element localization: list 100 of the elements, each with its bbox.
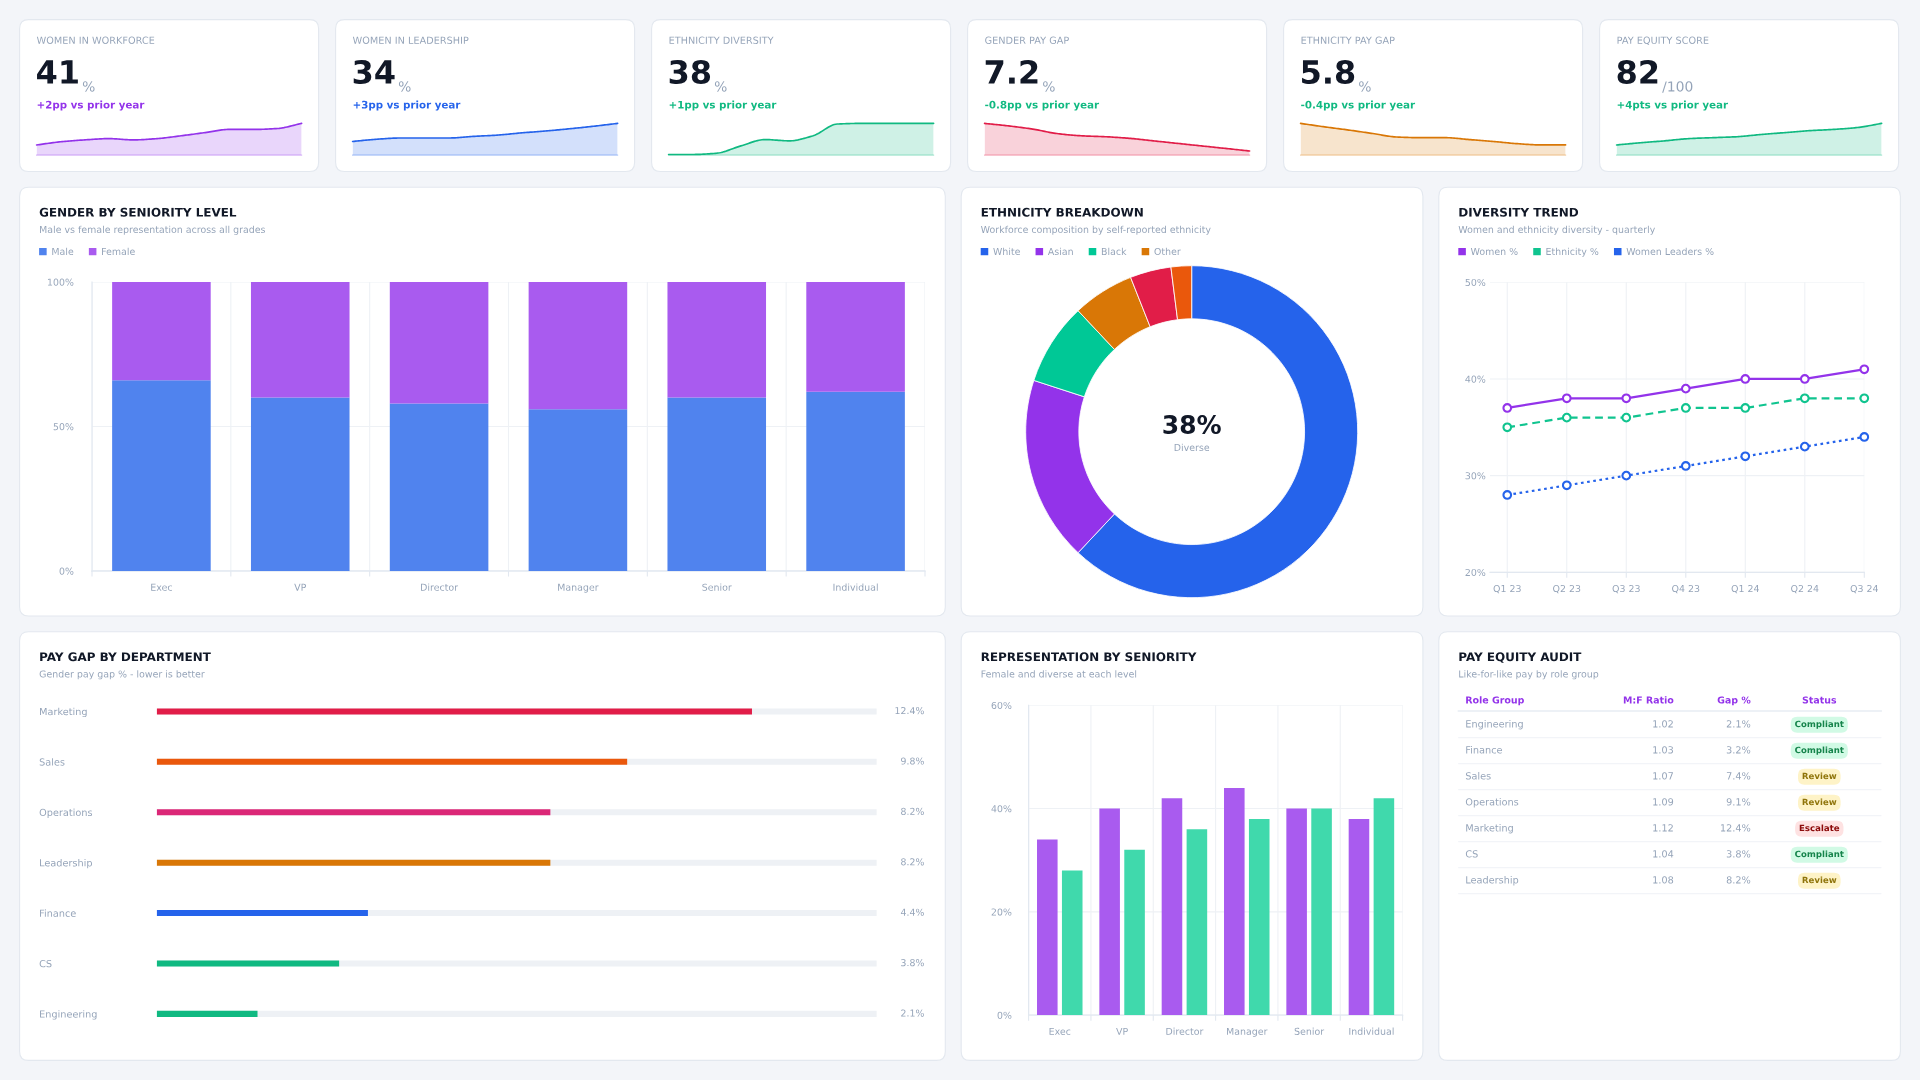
chart-subtitle: Male vs female representation across all grades xyxy=(40,225,266,235)
bar xyxy=(806,391,905,571)
y-tick-label: Operations xyxy=(39,808,93,818)
x-tick-label: Q2 23 xyxy=(1553,584,1581,594)
data-label: 12.4% xyxy=(895,707,924,715)
bar xyxy=(112,282,211,381)
y-tick-label: Engineering xyxy=(40,1010,97,1020)
text: -0.4pp vs prior year xyxy=(1301,100,1416,111)
chart-title: GENDER PAY GAP xyxy=(985,36,1069,44)
text: +1pp vs prior year xyxy=(669,100,777,111)
text: Escalate xyxy=(1799,824,1840,832)
text: 1.04 xyxy=(1653,850,1674,858)
text: 7.2 xyxy=(985,59,1038,84)
x-tick-label: Q3 23 xyxy=(1612,584,1640,594)
text: 38% xyxy=(1163,415,1221,434)
legend-label: Women % xyxy=(1470,247,1518,256)
legend-label: Asian xyxy=(1047,247,1073,256)
text: PAY EQUITY AUDIT xyxy=(1459,652,1582,663)
chart-title: PAY GAP BY DEPARTMENT xyxy=(40,652,211,662)
x-tick-label: Manager xyxy=(1226,1027,1268,1037)
text: Review xyxy=(1802,876,1837,884)
x-tick-label: Q2 24 xyxy=(1791,584,1819,594)
x-tick-label: Q3 24 xyxy=(1850,584,1878,594)
point xyxy=(1502,403,1513,413)
y-tick-label: 30% xyxy=(1465,472,1486,480)
bar xyxy=(1224,787,1245,1016)
data-label: 9.8% xyxy=(901,757,924,765)
data-label: 2.1% xyxy=(901,1009,924,1017)
text: Compliant xyxy=(1795,746,1844,755)
text: 1.07 xyxy=(1653,772,1673,780)
text: 1.02 xyxy=(1653,720,1673,728)
x-tick-label: Exec xyxy=(151,583,172,591)
bar xyxy=(1348,818,1370,1016)
point xyxy=(1561,412,1572,423)
bar xyxy=(1061,870,1083,1016)
text: Like-for-like pay by role group xyxy=(1459,670,1599,680)
text: 9.1% xyxy=(1726,798,1751,806)
point xyxy=(1680,461,1691,471)
bar xyxy=(667,282,767,398)
category-label: Status xyxy=(1802,696,1837,704)
chart-title: PAY EQUITY SCORE xyxy=(1617,36,1709,46)
point xyxy=(1621,393,1632,404)
legend-label: Male xyxy=(52,247,74,256)
text: Compliant xyxy=(1795,720,1844,729)
text: % xyxy=(714,81,727,92)
x-tick-label: Exec xyxy=(1049,1027,1071,1035)
chart-subtitle: Workforce composition by self-reported ethnicity xyxy=(981,225,1211,235)
data-label: 8.2% xyxy=(901,807,924,815)
chart-subtitle: Women and ethnicity diversity - quarterly xyxy=(1458,225,1655,235)
text: Compliant xyxy=(1795,850,1844,859)
bar xyxy=(156,1010,258,1017)
x-tick-label: Manager xyxy=(558,583,599,593)
y-tick-label: 20% xyxy=(1465,568,1486,577)
point xyxy=(1859,393,1870,404)
data-label: 3.8% xyxy=(901,959,924,967)
text: Review xyxy=(1802,772,1837,780)
text: 1.09 xyxy=(1653,798,1674,806)
text: 38 xyxy=(669,59,711,85)
text: 82 xyxy=(1617,59,1658,85)
y-tick-label: 0% xyxy=(59,567,74,575)
bar xyxy=(389,282,489,404)
point xyxy=(1740,451,1751,462)
point xyxy=(1680,403,1691,413)
legend-label: Female xyxy=(102,247,135,256)
text: 3.2% xyxy=(1726,746,1751,754)
x-tick-label: Senior xyxy=(1294,1027,1325,1035)
y-tick-label: Leadership xyxy=(40,858,92,869)
x-tick-label: VP xyxy=(294,583,307,591)
text: 7.4% xyxy=(1726,772,1751,780)
y-tick-label: 40% xyxy=(991,805,1012,813)
data-label: 8.2% xyxy=(901,858,924,866)
bar xyxy=(1248,818,1270,1016)
category-label: Gap % xyxy=(1717,696,1751,706)
point xyxy=(1680,383,1691,394)
text: 12.4% xyxy=(1720,824,1751,832)
y-tick-label: 60% xyxy=(991,701,1012,710)
y-tick-label: Marketing xyxy=(40,707,87,718)
chart-title: GENDER BY SENIORITY LEVEL xyxy=(39,207,237,217)
point xyxy=(1502,422,1513,433)
text: 1.03 xyxy=(1653,746,1674,754)
text: 1.08 xyxy=(1653,876,1674,884)
point xyxy=(1740,374,1751,384)
text: % xyxy=(82,81,95,92)
text: +2pp vs prior year xyxy=(37,100,145,111)
y-tick-label: 100% xyxy=(47,278,74,286)
x-tick-label: Director xyxy=(1166,1027,1204,1035)
y-tick-label: Sales xyxy=(39,758,65,766)
text: 3.8% xyxy=(1726,850,1751,858)
x-tick-label: Q1 24 xyxy=(1731,584,1759,594)
point xyxy=(1561,480,1572,491)
y-tick-label: 20% xyxy=(991,908,1012,916)
chart-subtitle: Female and diverse at each level xyxy=(981,670,1137,678)
bar xyxy=(667,397,767,571)
point xyxy=(1799,374,1810,384)
chart-title: ETHNICITY PAY GAP xyxy=(1301,36,1395,44)
point xyxy=(1621,470,1632,481)
text: 2.1% xyxy=(1726,720,1751,728)
bar xyxy=(1186,829,1208,1016)
x-tick-label: Director xyxy=(421,583,459,591)
chart-title: ETHNICITY BREAKDOWN xyxy=(981,207,1143,217)
